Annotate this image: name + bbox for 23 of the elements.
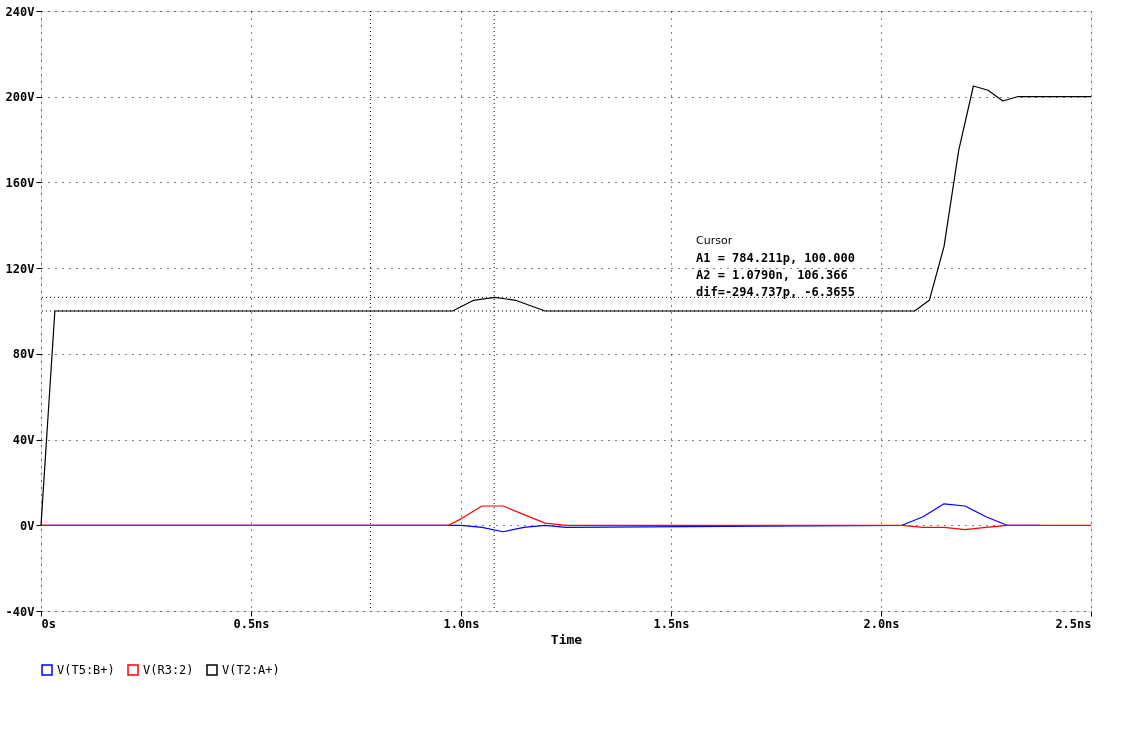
x-tick-label: 1.0ns bbox=[443, 616, 480, 631]
x-tick-label: 2.5ns bbox=[1055, 616, 1092, 631]
annotation: dif=-294.737p, -6.3655 bbox=[696, 284, 855, 299]
y-tick-label: 160V bbox=[5, 175, 35, 190]
x-axis-title: Time bbox=[550, 631, 583, 647]
legend-label: V(T2:A+) bbox=[222, 663, 280, 677]
y-tick-label: 240V bbox=[5, 4, 35, 19]
annotation: Cursor bbox=[696, 233, 733, 247]
y-tick-label: 200V bbox=[5, 90, 35, 105]
y-tick-label: 120V bbox=[5, 261, 35, 276]
y-tick-label: 40V bbox=[12, 433, 35, 448]
x-tick-label: 0.5ns bbox=[233, 616, 270, 631]
x-tick-label: 2.0ns bbox=[863, 616, 900, 631]
y-tick-label: -40V bbox=[5, 604, 35, 619]
y-tick-label: 0V bbox=[20, 518, 35, 533]
x-tick-label: 0s bbox=[41, 616, 56, 631]
y-tick-label: 80V bbox=[12, 347, 35, 362]
annotation: A2 = 1.0790n, 106.366 bbox=[696, 267, 848, 282]
x-tick-label: 1.5ns bbox=[653, 616, 690, 631]
annotation: A1 = 784.211p, 100.000 bbox=[696, 250, 855, 265]
line-series bbox=[40, 505, 1092, 531]
legend-label: V(R3:2) bbox=[143, 663, 194, 677]
legend-label: V(T5:B+) bbox=[57, 663, 115, 677]
